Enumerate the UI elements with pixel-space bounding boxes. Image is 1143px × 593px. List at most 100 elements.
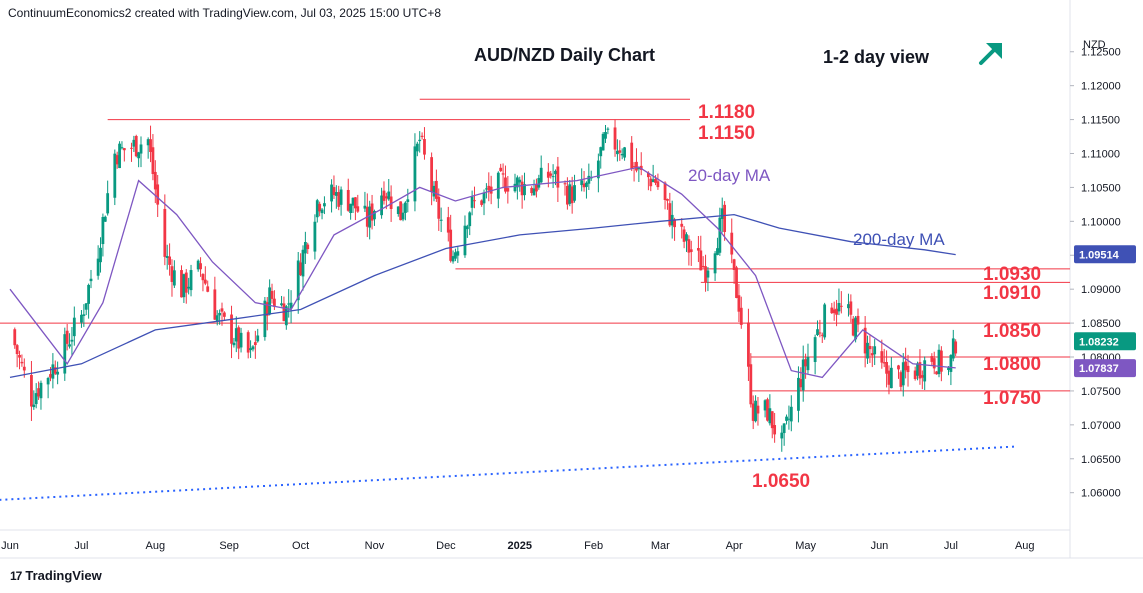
chart-title: AUD/NZD Daily Chart [474,45,655,65]
candle-body [787,418,791,420]
candle-body [413,146,417,202]
candle-body [106,193,110,214]
candle-body [913,370,917,380]
last-price-badge-bg [1074,332,1136,351]
candle-body [480,200,484,205]
candle-body [15,345,19,355]
candle-body [782,423,786,434]
candle-body [882,362,886,364]
candle-body [870,353,874,356]
candle-body [485,188,488,190]
candle-body [465,226,469,230]
y-tick-label: 1.06500 [1081,454,1121,466]
candle-body [313,221,317,252]
candle-body [456,251,460,256]
level-label: 1.0850 [983,321,1041,342]
candle-body [149,139,152,153]
x-tick-label: Nov [365,540,385,552]
candle-body [370,203,374,221]
candle-body [773,425,777,435]
tradingview-footer[interactable]: 17 TradingView [10,568,102,583]
candle-body [689,249,693,252]
candle-body [904,361,908,371]
candle-body [768,408,772,424]
candle-body [880,351,884,363]
candle-body [863,327,867,354]
candle-body [899,372,903,387]
candles-group [13,119,958,452]
y-tick-label: 1.09000 [1081,284,1121,296]
x-tick-label: Jun [871,540,889,552]
candle-body [668,203,672,226]
candle-body [835,308,838,315]
candle-body [799,379,803,388]
candle-body [165,255,169,258]
candle-body [432,185,436,197]
candle-body [120,147,124,149]
candle-body [137,152,141,159]
candle-body [780,432,784,439]
candle-body [89,278,93,282]
ma20-label: 20-day MA [688,166,771,185]
tradingview-logo-icon: 17 [10,568,22,583]
candle-body [180,270,183,298]
candle-body [323,203,326,207]
candle-body [249,348,252,351]
candle-body [499,167,503,172]
candle-body [506,188,510,192]
candle-body [797,377,800,411]
y-tick-label: 1.12000 [1081,81,1121,93]
candle-body [616,150,619,155]
candle-body [568,184,572,204]
candle-body [404,202,407,213]
candle-body [546,171,550,178]
candle-body [539,167,543,183]
candle-body [99,247,102,263]
y-tick-label: 1.11000 [1081,149,1120,161]
candle-body [501,173,505,175]
candle-body [268,287,272,315]
candle-body [399,201,403,221]
candle-body [115,155,119,165]
candle-body [151,147,155,175]
candle-body [87,284,91,304]
candle-body [280,303,283,306]
candle-body [299,262,303,276]
candle-body [551,176,555,178]
candle-body [339,189,343,205]
candle-body [673,219,676,228]
ma20-value-badge-bg [1074,359,1136,378]
candle-body [463,225,467,256]
candle-body [565,185,569,205]
candle-body [716,248,719,255]
candle-body [218,312,222,316]
candle-body [273,298,276,307]
candle-body [623,147,626,158]
candle-body [368,206,372,228]
candle-body [587,175,591,184]
candle-body [947,367,950,371]
candle-body [520,181,524,196]
y-tick-label: 1.07500 [1081,386,1121,398]
candle-body [532,188,536,196]
candle-body [346,189,350,211]
candle-body [139,144,143,154]
candle-body [887,370,891,385]
x-tick-label: Jul [74,540,88,552]
ma20-value-badge: 1.07837 [1079,363,1119,375]
candle-body [935,371,939,375]
x-tick-label: Oct [292,540,309,552]
candle-body [184,272,188,293]
candle-body [101,216,105,245]
candle-body [606,128,610,130]
arrow-head [986,43,1002,59]
candle-body [389,196,393,209]
candle-body [56,371,60,375]
candle-body [234,328,238,342]
candle-body [153,171,157,190]
candle-body [315,200,319,218]
candle-body [132,139,136,147]
candle-body [437,196,441,219]
candle-body [213,289,217,320]
